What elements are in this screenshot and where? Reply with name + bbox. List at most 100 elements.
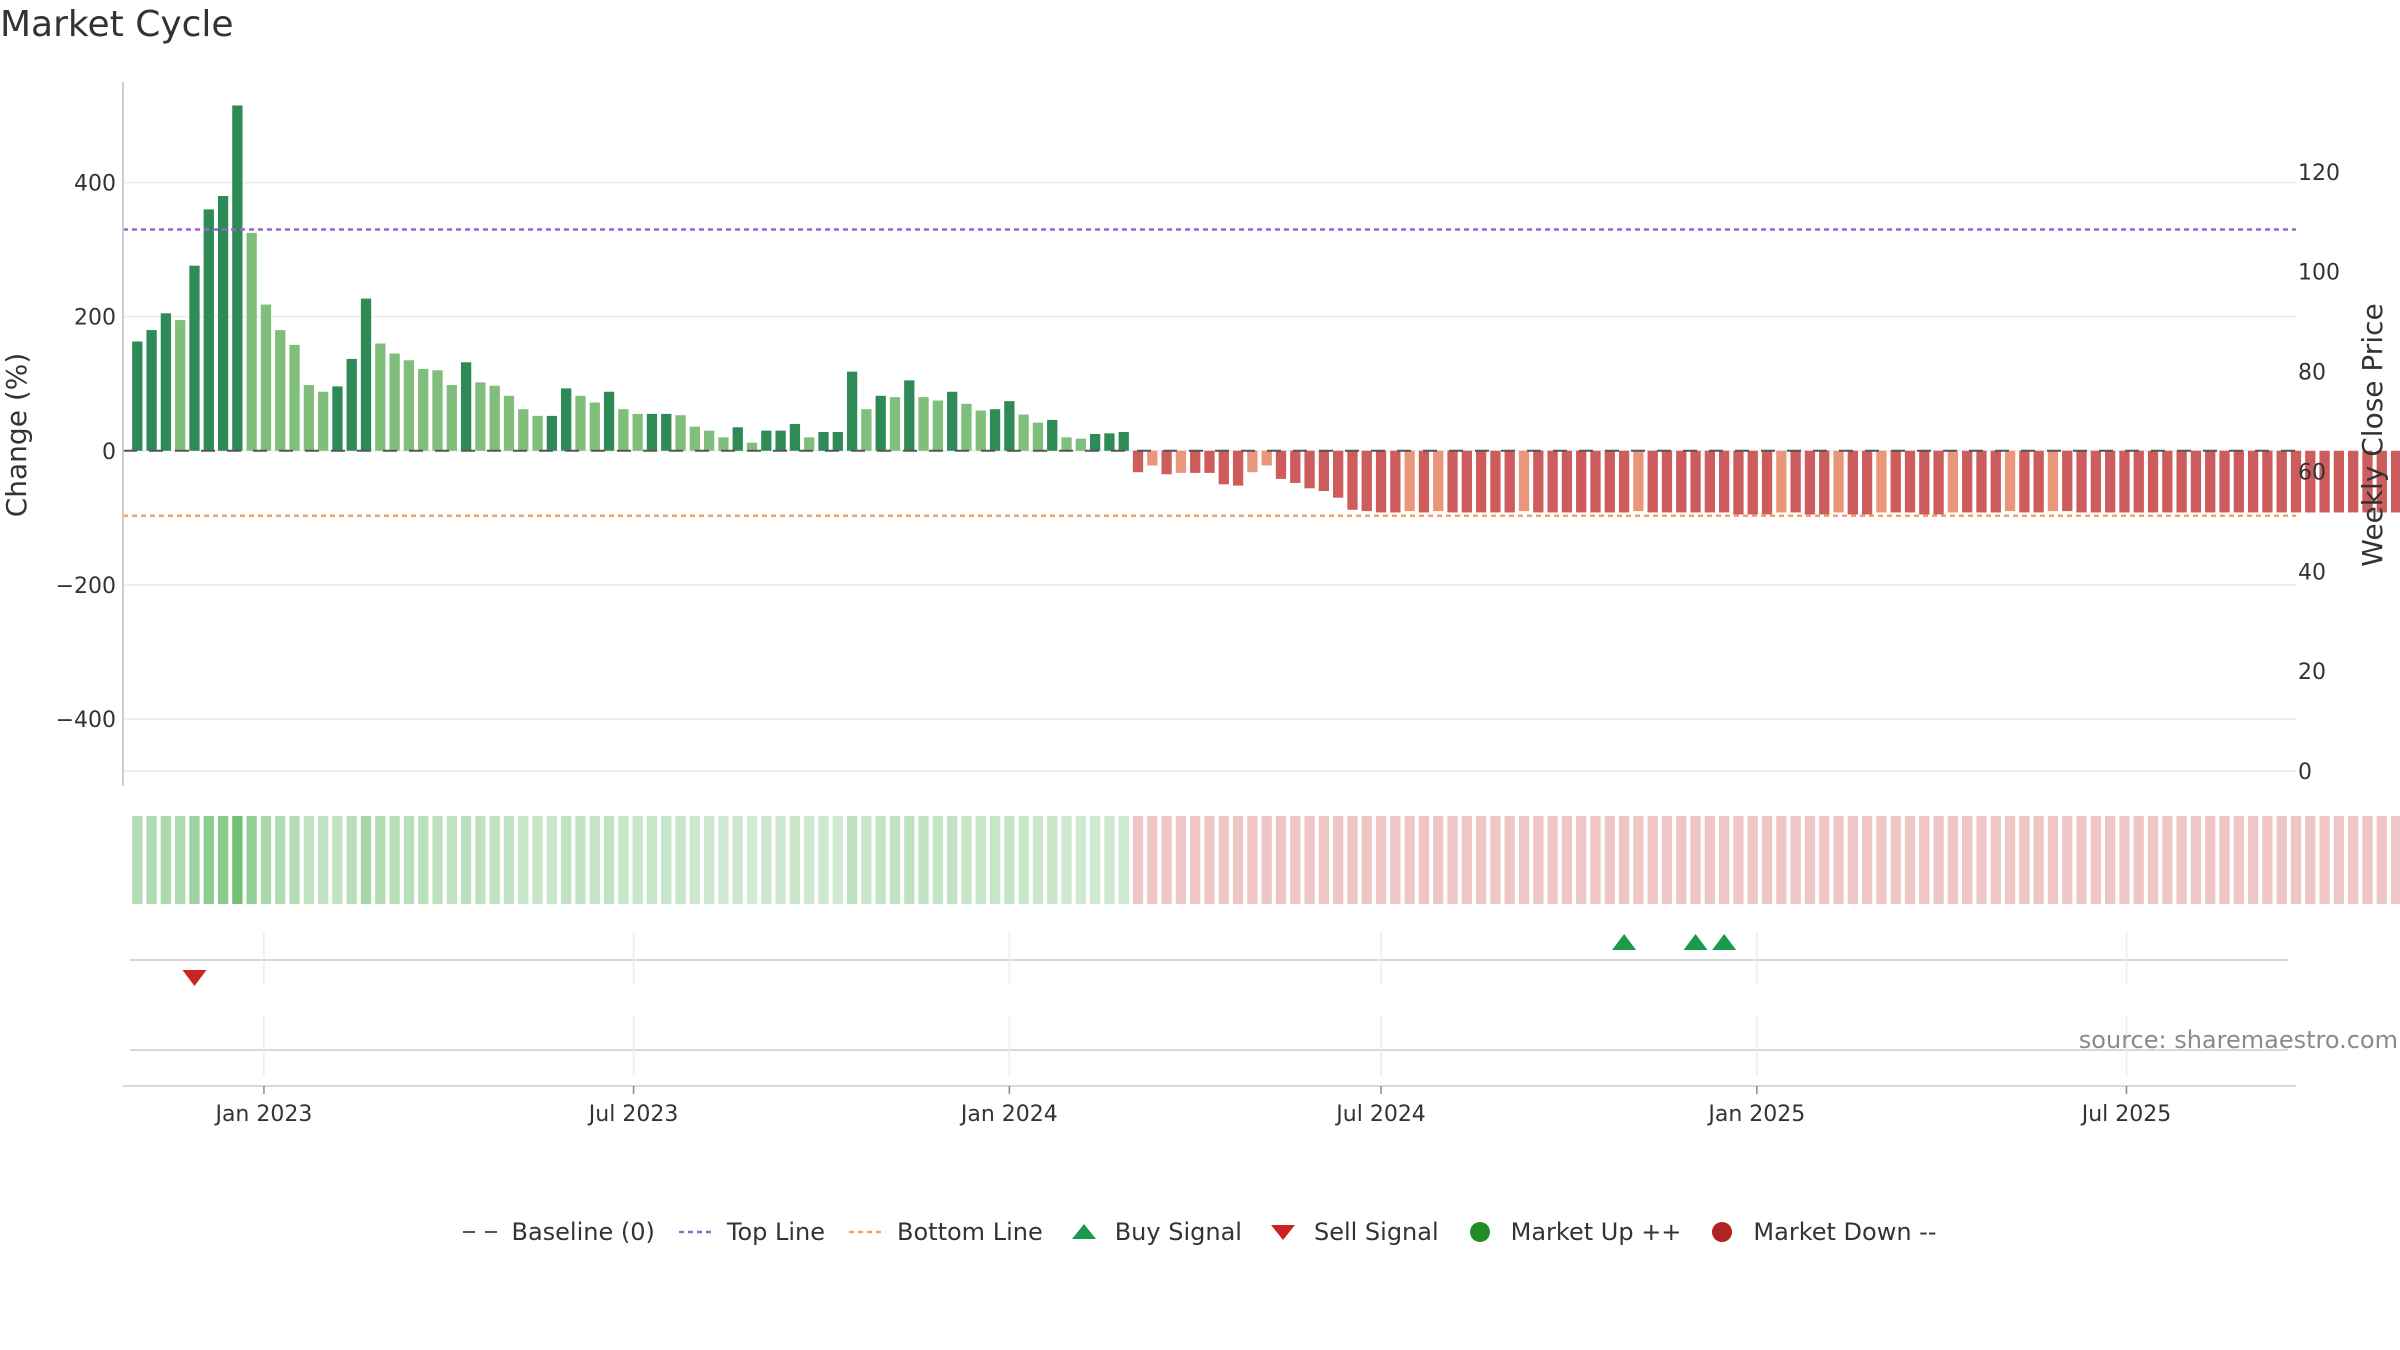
legend: Baseline (0) Top Line Bottom Line Buy Signa… — [0, 1218, 2400, 1246]
x-tick-label: Jul 2025 — [2080, 1102, 2172, 1127]
change-bar — [2376, 450, 2387, 513]
heat-cell — [1404, 816, 1415, 904]
change-bar — [661, 413, 672, 451]
heat-cell — [1261, 816, 1272, 904]
heat-cell — [1333, 816, 1344, 904]
heat-cell — [718, 816, 729, 904]
heat-cell — [332, 816, 343, 904]
heat-cell — [2090, 816, 2102, 904]
heat-cell — [1661, 816, 1673, 904]
change-bar — [160, 313, 172, 451]
x-tick-label: Jan 2023 — [213, 1102, 312, 1127]
heat-cell — [961, 816, 972, 904]
heat-cell — [1447, 816, 1458, 904]
change-bar — [146, 330, 157, 451]
heat-cell — [317, 816, 329, 904]
buy-signal-marker — [1683, 934, 1708, 950]
heat-cell — [446, 816, 457, 904]
change-bar — [1247, 450, 1258, 473]
heat-cell — [2305, 816, 2316, 904]
change-bar — [1290, 450, 1301, 483]
change-bar — [1719, 450, 1730, 513]
change-bar — [1161, 450, 1172, 475]
change-bar — [2205, 450, 2216, 513]
y-axis-title: Change (%) — [0, 353, 33, 518]
change-bar — [789, 423, 801, 451]
heat-cell — [1089, 816, 1101, 904]
change-bar — [289, 344, 300, 451]
heat-strip-layer — [132, 816, 2400, 904]
change-bar — [475, 382, 486, 451]
change-bar — [1690, 450, 1701, 513]
heat-cell — [1118, 816, 1129, 904]
change-bar — [1318, 450, 1330, 491]
heat-cell — [432, 816, 443, 904]
heat-cell — [2162, 816, 2173, 904]
change-bar — [1190, 450, 1201, 473]
heat-cell — [875, 816, 886, 904]
change-bar — [2105, 450, 2116, 513]
change-bar — [446, 385, 457, 451]
heat-cell — [1790, 816, 1801, 904]
heat-cell — [1190, 816, 1201, 904]
heat-cell — [403, 816, 415, 904]
change-bar — [246, 232, 257, 451]
y2-tick-label: 40 — [2298, 560, 2326, 585]
heat-cell — [503, 816, 515, 904]
heat-cell — [2333, 816, 2345, 904]
change-bar — [1304, 450, 1315, 489]
change-bar — [703, 430, 715, 451]
change-bar — [2247, 450, 2259, 513]
heat-cell — [1290, 816, 1301, 904]
heat-cell — [746, 816, 758, 904]
heat-cell — [989, 816, 1001, 904]
change-bar — [875, 395, 886, 451]
change-bar — [1590, 450, 1601, 513]
heat-cell — [1733, 816, 1744, 904]
change-bar — [403, 360, 415, 451]
change-bar — [217, 195, 229, 451]
change-bar — [518, 409, 529, 451]
change-bar — [1962, 450, 1973, 513]
change-bar — [2119, 450, 2130, 513]
change-bar — [1461, 450, 1472, 513]
change-bar — [2305, 450, 2316, 513]
heat-cell — [2348, 816, 2359, 904]
heat-cell — [2390, 816, 2400, 904]
x-tick-label: Jan 2025 — [1706, 1102, 1805, 1127]
y-tick-label: −200 — [56, 574, 116, 599]
heat-cell — [1676, 816, 1687, 904]
heat-cell — [2219, 816, 2230, 904]
legend-label: Market Down -- — [1753, 1218, 1937, 1246]
change-bar — [2019, 450, 2030, 513]
heat-cell — [1561, 816, 1573, 904]
change-bar — [1061, 437, 1072, 451]
change-bar — [2090, 450, 2102, 513]
y2-tick-label: 20 — [2298, 660, 2326, 685]
change-bar — [1676, 450, 1687, 513]
change-bar — [360, 298, 372, 451]
change-bar — [1604, 450, 1615, 513]
change-bar — [1018, 414, 1029, 451]
change-bar — [303, 385, 314, 451]
legend-label: Baseline (0) — [511, 1218, 655, 1246]
x-tick-label: Jan 2024 — [959, 1102, 1058, 1127]
heat-cell — [2147, 816, 2159, 904]
heat-cell — [2033, 816, 2044, 904]
heat-cell — [2276, 816, 2287, 904]
heat-cell — [1361, 816, 1372, 904]
heat-cell — [1204, 816, 1215, 904]
change-bar — [603, 391, 615, 451]
change-bar — [332, 386, 343, 451]
heat-cell — [1861, 816, 1873, 904]
legend-top-line: Top Line — [678, 1218, 825, 1246]
heat-cell — [2105, 816, 2116, 904]
sell-signal-marker — [182, 970, 207, 986]
heat-cell — [1833, 816, 1844, 904]
change-bar — [1433, 450, 1444, 512]
heat-cell — [732, 816, 743, 904]
heat-cell — [1418, 816, 1430, 904]
heat-cell — [1104, 816, 1115, 904]
change-bar — [646, 413, 658, 451]
change-bar — [1175, 450, 1187, 473]
